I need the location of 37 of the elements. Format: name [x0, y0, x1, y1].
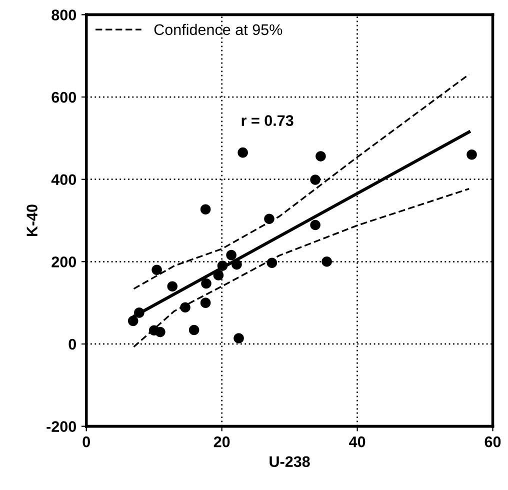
point: [167, 281, 178, 292]
legend-label: Confidence at 95%: [154, 24, 282, 36]
point: [310, 220, 320, 230]
point: [201, 278, 212, 289]
y-tick-label: 400: [51, 174, 76, 186]
x-tick-label: 20: [214, 436, 230, 448]
point: [466, 149, 477, 160]
point: [226, 250, 236, 260]
x-tick-label: 40: [349, 436, 366, 448]
point: [152, 264, 162, 276]
x-tick-label: 60: [484, 436, 501, 448]
point: [134, 308, 144, 318]
point: [217, 260, 228, 271]
point: [188, 324, 200, 336]
point: [232, 259, 242, 270]
point: [310, 174, 320, 185]
point: [155, 326, 166, 338]
y-tick-label: 200: [52, 256, 76, 268]
x-axis-title: U-238: [270, 456, 310, 468]
point: [316, 151, 326, 162]
y-tick-label: 600: [52, 92, 76, 103]
point: [213, 270, 224, 280]
x-tick-label: 0: [82, 436, 90, 448]
point: [238, 147, 248, 158]
point: [234, 333, 244, 344]
y-tick-label: 800: [52, 10, 76, 20]
y-axis-title: K-40: [26, 204, 38, 236]
y-tick-label: -200: [46, 421, 76, 432]
annotation: r = 0.73: [242, 115, 294, 126]
point: [128, 316, 138, 326]
point: [200, 298, 211, 308]
point: [264, 214, 274, 224]
point: [200, 204, 211, 215]
y-tick-label: 0: [68, 338, 76, 350]
point: [322, 256, 332, 267]
point: [180, 302, 190, 312]
point: [266, 258, 278, 268]
